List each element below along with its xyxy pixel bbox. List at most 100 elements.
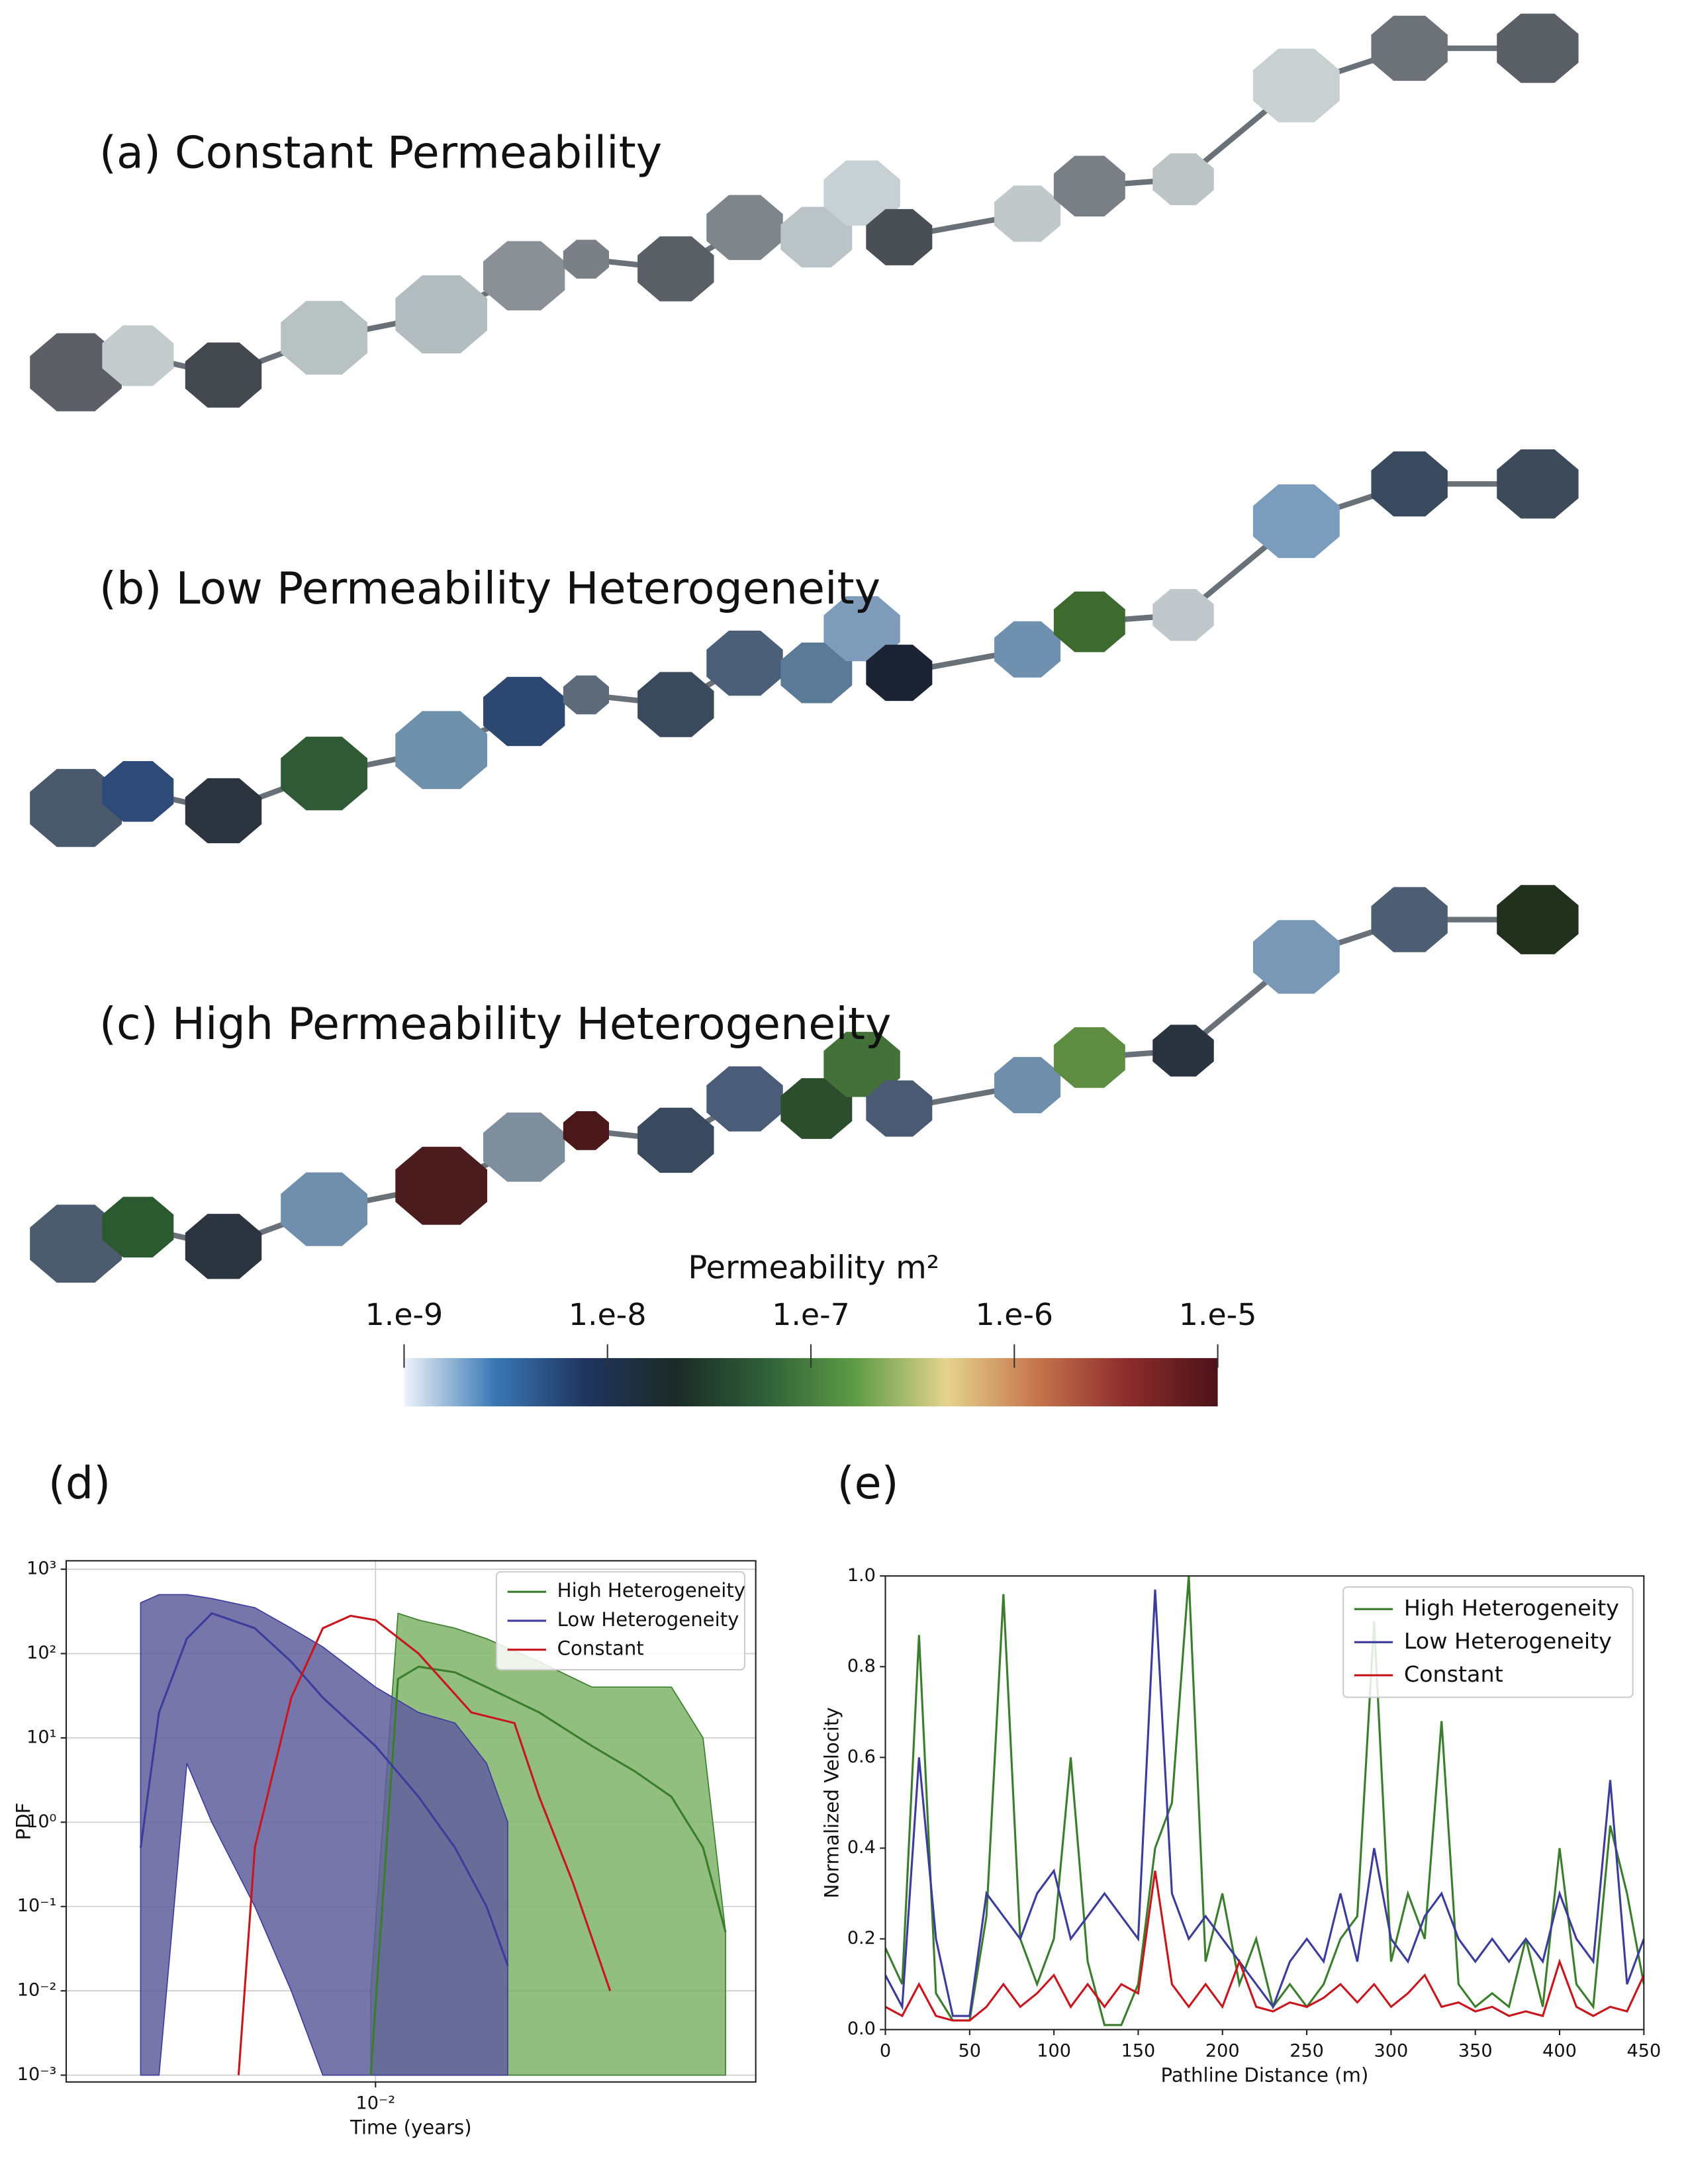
- fracture-cell: [1152, 153, 1214, 205]
- fracture-cell: [185, 1214, 262, 1279]
- fracture-cell: [395, 275, 488, 353]
- fracture-cell: [780, 206, 853, 268]
- fracture-cell: [185, 342, 262, 408]
- series-line: [139, 1612, 509, 1966]
- fracture-cell: [637, 672, 714, 737]
- x-tick-label: 350: [1458, 2041, 1493, 2062]
- colorbar-tick-label: 1.e-8: [569, 1297, 647, 1332]
- fracture-cell: [395, 1146, 488, 1225]
- fracture-cell: [866, 208, 933, 265]
- fracture-cell: [1152, 1024, 1214, 1077]
- x-tick-label: 100: [1037, 2041, 1071, 2062]
- fracture-cell: [866, 645, 933, 702]
- fracture-cell: [994, 1057, 1061, 1114]
- fracture-cell: [706, 630, 783, 696]
- fracture-cell: [30, 1205, 122, 1283]
- y-axis-label: PDF: [13, 1803, 35, 1841]
- plot-frame: [65, 1560, 757, 2083]
- colorbar-tick-label: 1.e-6: [975, 1297, 1053, 1332]
- y-tick-label: 10³: [26, 1559, 56, 1579]
- fracture-cell: [1053, 591, 1125, 653]
- y-tick-label: 0.6: [847, 1747, 876, 1767]
- plot-frame: [884, 1575, 1645, 2030]
- x-tick-label: 300: [1374, 2041, 1409, 2062]
- x-tick-label: 0: [880, 2041, 891, 2062]
- x-tick-label: 200: [1205, 2041, 1240, 2062]
- fracture-cell: [994, 185, 1061, 242]
- y-tick-label: 0.0: [847, 2019, 876, 2039]
- colorbar-tick-label: 1.e-9: [365, 1297, 444, 1332]
- colorbar-tick-label: 1.e-5: [1179, 1297, 1257, 1332]
- legend-label: Low Heterogeneity: [1404, 1628, 1612, 1654]
- fracture-cell: [563, 1111, 609, 1150]
- panel-label: (d): [48, 1457, 111, 1509]
- fracture-cell: [1371, 887, 1448, 952]
- legend-label: High Heterogeneity: [557, 1579, 745, 1602]
- fracture-cell: [1053, 1027, 1125, 1088]
- fracture-cell: [102, 325, 174, 387]
- fracture-cell: [395, 711, 488, 790]
- fracture-cell: [1252, 484, 1340, 559]
- x-tick-label: 400: [1542, 2041, 1577, 2062]
- fracture-cell: [281, 737, 367, 811]
- fracture-cell: [1053, 156, 1125, 217]
- fracture-cell: [637, 236, 714, 302]
- fracture-cell: [706, 195, 783, 260]
- panel-title: (c) High Permeability Heterogeneity: [99, 998, 891, 1050]
- panel-title: (a) Constant Permeability: [99, 126, 662, 178]
- colorbar-title: Permeability m²: [688, 1250, 939, 1287]
- fracture-cell: [281, 1172, 367, 1246]
- panel-title: (b) Low Permeability Heterogeneity: [99, 563, 880, 614]
- fracture-cell: [281, 300, 367, 375]
- x-axis-label: Time (years): [350, 2116, 472, 2139]
- y-tick-label: 0.4: [847, 1837, 876, 1858]
- fracture-cell: [483, 1113, 565, 1182]
- legend-label: Low Heterogeneity: [557, 1608, 739, 1631]
- x-tick-label: 250: [1289, 2041, 1324, 2062]
- y-tick-label: 0.2: [847, 1928, 876, 1948]
- colorbar-tick-label: 1.e-7: [772, 1297, 850, 1332]
- legend-box: [495, 1570, 746, 1670]
- legend-label: Constant: [557, 1637, 644, 1660]
- fracture-cell: [1497, 449, 1579, 519]
- fracture-cell: [823, 160, 900, 226]
- y-tick-label: 10⁻¹: [17, 1895, 57, 1916]
- series-line: [369, 1665, 727, 2075]
- fracture-cell: [823, 596, 900, 662]
- series-line: [885, 1870, 1644, 2022]
- fracture-cell: [30, 768, 122, 847]
- y-tick-label: 1.0: [847, 1565, 876, 1586]
- fracture-cell: [1497, 885, 1579, 954]
- x-tick-label: 150: [1121, 2041, 1156, 2062]
- fracture-cell: [866, 1080, 933, 1137]
- legend-label: Constant: [1404, 1661, 1503, 1687]
- fracture-cell: [102, 1197, 174, 1257]
- fracture-cell: [1371, 451, 1448, 517]
- y-axis-label: Normalized Velocity: [820, 1707, 843, 1898]
- y-tick-label: 0.8: [847, 1656, 876, 1676]
- x-tick-label: 10⁻²: [355, 2093, 395, 2114]
- fracture-cell: [1252, 48, 1340, 122]
- fracture-cell: [30, 333, 122, 412]
- panel-label: (e): [837, 1457, 899, 1509]
- x-tick-label: 50: [959, 2041, 981, 2062]
- fracture-cell: [1497, 13, 1579, 83]
- fracture-cell: [823, 1032, 900, 1097]
- x-tick-label: 450: [1626, 2041, 1661, 2062]
- fracture-cell: [1252, 920, 1340, 994]
- fracture-cell: [563, 240, 609, 279]
- series-line: [885, 1589, 1644, 2017]
- fracture-cell: [1152, 589, 1214, 641]
- y-tick-label: 10⁻³: [17, 2064, 57, 2085]
- fracture-cell: [483, 241, 565, 310]
- y-tick-label: 10⁰: [26, 1811, 56, 1832]
- fracture-cell: [185, 778, 262, 844]
- fracture-cell: [563, 675, 609, 715]
- fracture-cell: [1371, 15, 1448, 81]
- fracture-cell: [780, 1078, 853, 1139]
- fracture-cell: [483, 676, 565, 747]
- legend-label: High Heterogeneity: [1404, 1595, 1619, 1621]
- fracture-cell: [637, 1107, 714, 1173]
